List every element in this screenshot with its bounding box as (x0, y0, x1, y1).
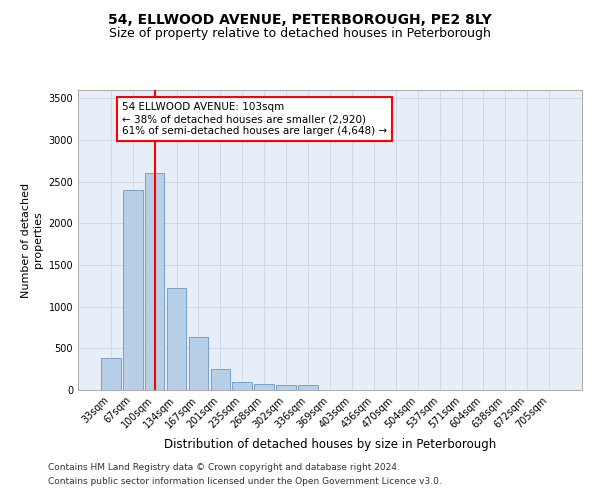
Bar (211, 369, 230, 390)
Text: Contains HM Land Registry data © Crown copyright and database right 2024.: Contains HM Land Registry data © Crown c… (48, 464, 400, 472)
Bar (188, 336, 208, 390)
Bar (167, 288, 187, 390)
Bar (276, 384, 296, 390)
Text: 54 ELLWOOD AVENUE: 103sqm
← 38% of detached houses are smaller (2,920)
61% of se: 54 ELLWOOD AVENUE: 103sqm ← 38% of detac… (122, 102, 387, 136)
X-axis label: Distribution of detached houses by size in Peterborough: Distribution of detached houses by size … (164, 438, 496, 451)
Text: Contains public sector information licensed under the Open Government Licence v3: Contains public sector information licen… (48, 477, 442, 486)
Text: Size of property relative to detached houses in Peterborough: Size of property relative to detached ho… (109, 28, 491, 40)
Text: 54, ELLWOOD AVENUE, PETERBOROUGH, PE2 8LY: 54, ELLWOOD AVENUE, PETERBOROUGH, PE2 8L… (108, 12, 492, 26)
Bar (145, 172, 164, 390)
Bar (254, 384, 274, 390)
Bar (101, 358, 121, 390)
Bar (298, 386, 318, 390)
Bar (232, 382, 252, 390)
Bar (123, 190, 143, 390)
Y-axis label: Number of detached
properties: Number of detached properties (21, 182, 43, 298)
